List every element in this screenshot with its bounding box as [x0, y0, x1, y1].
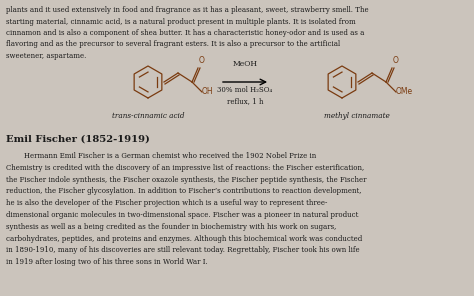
Text: Emil Fischer (1852-1919): Emil Fischer (1852-1919) [6, 135, 150, 144]
Text: 30% mol H₂SO₄: 30% mol H₂SO₄ [218, 86, 273, 94]
Text: O: O [199, 56, 205, 65]
Text: trans-cinnamic acid: trans-cinnamic acid [112, 112, 184, 120]
Text: starting material, cinnamic acid, is a natural product present in multiple plant: starting material, cinnamic acid, is a n… [6, 17, 356, 25]
Text: plants and it used extensively in food and fragrance as it has a pleasant, sweet: plants and it used extensively in food a… [6, 6, 369, 14]
Text: synthesis as well as a being credited as the founder in biochemistry with his wo: synthesis as well as a being credited as… [6, 223, 337, 231]
Text: he is also the developer of the Fischer projection which is a useful way to repr: he is also the developer of the Fischer … [6, 199, 328, 207]
Text: Chemistry is credited with the discovery of an impressive list of reactions: the: Chemistry is credited with the discovery… [6, 164, 364, 172]
Text: in 1919 after losing two of his three sons in World War I.: in 1919 after losing two of his three so… [6, 258, 208, 266]
Text: the Fischer indole synthesis, the Fischer oxazole synthesis, the Fischer peptide: the Fischer indole synthesis, the Fische… [6, 176, 366, 184]
Text: MeOH: MeOH [233, 60, 257, 68]
Text: dimensional organic molecules in two-dimensional space. Fischer was a pioneer in: dimensional organic molecules in two-dim… [6, 211, 358, 219]
Text: in 1890-1910, many of his discoveries are still relevant today. Regrettably, Fis: in 1890-1910, many of his discoveries ar… [6, 246, 360, 254]
Text: sweetener, aspartame.: sweetener, aspartame. [6, 52, 86, 60]
Text: cinnamon and is also a component of shea butter. It has a characteristic honey-o: cinnamon and is also a component of shea… [6, 29, 365, 37]
Text: reflux, 1 h: reflux, 1 h [227, 97, 263, 105]
Text: methyl cinnamate: methyl cinnamate [324, 112, 390, 120]
Text: carbohydrates, peptides, and proteins and enzymes. Although this biochemical wor: carbohydrates, peptides, and proteins an… [6, 235, 362, 243]
Text: reduction, the Fischer glycosylation. In addition to Fischer’s contributions to : reduction, the Fischer glycosylation. In… [6, 187, 362, 195]
Text: O: O [393, 56, 399, 65]
Text: Hermann Emil Fischer is a German chemist who received the 1902 Nobel Prize in: Hermann Emil Fischer is a German chemist… [6, 152, 316, 160]
Text: OH: OH [202, 88, 214, 96]
Text: flavoring and as the precursor to several fragrant esters. It is also a precurso: flavoring and as the precursor to severa… [6, 41, 340, 49]
Text: OMe: OMe [396, 88, 413, 96]
